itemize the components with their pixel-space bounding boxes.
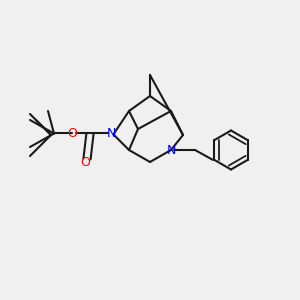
Text: O: O xyxy=(81,155,90,169)
Text: N: N xyxy=(166,143,176,157)
Text: O: O xyxy=(67,127,77,140)
Text: N: N xyxy=(106,127,116,140)
